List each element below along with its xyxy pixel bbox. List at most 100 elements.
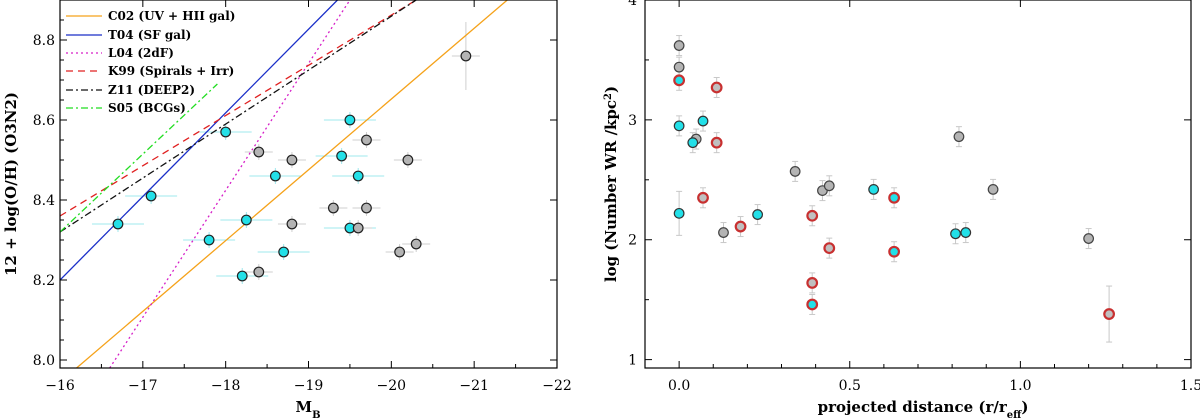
- right-y-tick-label: 1: [628, 353, 637, 369]
- right-data-points: [673, 40, 1115, 320]
- gray-point: [361, 202, 372, 214]
- right-x-tick-label: 0.0: [668, 378, 690, 394]
- right-x-axis-label: projected distance (r/reff): [818, 398, 1029, 420]
- gray-point: [823, 180, 835, 192]
- cyan-point: [673, 120, 685, 132]
- cyan-red-point: [806, 298, 819, 311]
- legend-entry-s05: S05 (BCGs): [66, 101, 186, 115]
- left-relation-lines: [60, 0, 508, 368]
- right-x-tick-label: 1.0: [1009, 378, 1031, 394]
- gray-point: [286, 218, 298, 230]
- cyan-red-point: [888, 191, 901, 204]
- right-x-tick-label: 1.5: [1180, 378, 1200, 394]
- gray-point: [718, 227, 729, 238]
- cyan-point: [950, 228, 961, 240]
- cyan-point: [960, 227, 972, 238]
- right-plot-area: [673, 35, 1115, 343]
- cyan-point: [352, 170, 364, 182]
- relation-line: [76, 0, 508, 368]
- legend-label-z11: Z11 (DEEP2): [108, 83, 195, 97]
- cyan-point: [673, 207, 685, 219]
- legend-label-s05: S05 (BCGs): [108, 101, 186, 115]
- cyan-point: [336, 150, 348, 162]
- cyan-point: [236, 270, 248, 282]
- gray-point: [460, 50, 472, 62]
- relation-line: [60, 0, 417, 233]
- legend-label-t04: T04 (SF gal): [108, 28, 191, 42]
- relation-line: [60, 0, 417, 217]
- gray-point: [352, 222, 364, 234]
- cyan-point: [687, 137, 699, 149]
- left-x-tick-label: −22: [542, 378, 572, 394]
- legend-label-l04: L04 (2dF): [108, 46, 174, 60]
- gray-point: [789, 166, 801, 177]
- legend-entry-c02: C02 (UV + HII gal): [66, 9, 235, 23]
- red-point: [710, 136, 723, 149]
- gray-point: [410, 238, 422, 250]
- cyan-red-point: [888, 245, 901, 258]
- cyan-point: [220, 126, 232, 138]
- cyan-red-point: [673, 74, 686, 87]
- cyan-point: [269, 170, 281, 182]
- cyan-point: [868, 183, 880, 195]
- legend-entry-t04: T04 (SF gal): [66, 28, 191, 42]
- gray-point: [361, 134, 372, 146]
- gray-point: [394, 246, 406, 258]
- left-y-tick-label: 8.4: [33, 193, 55, 209]
- left-y-tick-label: 8.8: [33, 33, 55, 49]
- left-x-tick-label: −19: [294, 378, 324, 394]
- left-error-bars: [91, 22, 480, 284]
- red-point: [806, 209, 819, 222]
- left-y-tick-label: 8.2: [33, 273, 55, 289]
- gray-point: [953, 131, 965, 143]
- red-point: [806, 276, 819, 289]
- cyan-point: [112, 218, 124, 230]
- right-y-tick-label: 3: [628, 113, 637, 129]
- gray-point: [673, 61, 685, 73]
- right-x-tick-label: 0.5: [839, 378, 861, 394]
- cyan-point: [240, 214, 252, 226]
- right-y-tick-label: 4: [628, 0, 637, 9]
- legend-label-c02: C02 (UV + HII gal): [108, 9, 235, 23]
- cyan-point: [145, 190, 157, 202]
- relation-line: [109, 0, 351, 368]
- cyan-point: [344, 114, 356, 126]
- left-x-tick-label: −16: [45, 378, 75, 394]
- cyan-point: [697, 115, 709, 127]
- cyan-point: [278, 246, 290, 258]
- left-y-axis-label: 12 + log(O/H) (O3N2): [2, 92, 20, 276]
- legend-entry-z11: Z11 (DEEP2): [66, 83, 195, 97]
- cyan-point: [752, 209, 764, 220]
- left-x-tick-label: −21: [459, 378, 489, 394]
- legend-entry-l04: L04 (2dF): [66, 46, 174, 60]
- right-y-axis-label: log (Number WR /kpc2): [602, 86, 620, 282]
- red-point: [710, 81, 723, 94]
- red-point: [1103, 308, 1115, 320]
- gray-point: [1083, 233, 1095, 244]
- relation-line: [60, 0, 338, 281]
- red-point: [734, 220, 747, 233]
- left-plot-area: [60, 0, 508, 368]
- gray-point: [673, 40, 685, 51]
- legend: C02 (UV + HII gal) T04 (SF gal) L04 (2dF…: [66, 9, 235, 115]
- left-y-tick-label: 8.6: [33, 113, 55, 129]
- gray-point: [327, 202, 339, 214]
- right-error-bars: [676, 35, 1113, 343]
- gray-point: [286, 154, 298, 166]
- gray-point: [253, 146, 265, 158]
- gray-point: [253, 266, 265, 278]
- left-x-axis-label: MB: [295, 398, 320, 420]
- cyan-point: [203, 234, 215, 246]
- left-x-tick-label: −18: [211, 378, 241, 394]
- left-data-points: [112, 50, 472, 282]
- left-ticks: −16 −17 −18 −19 −20 −21 −22 8.0 8.2 8.4 8.6 8.8: [33, 0, 572, 394]
- legend-label-k99: K99 (Spirals + Irr): [108, 64, 234, 78]
- right-y-tick-label: 2: [628, 233, 637, 249]
- red-point: [697, 191, 709, 204]
- gray-point: [987, 183, 999, 195]
- relation-line: [60, 83, 218, 233]
- right-chart: 0.0 0.5 1.0 1.5 1 2 3 4 projected distance (r/r…: [602, 0, 1200, 420]
- left-x-tick-label: −20: [377, 378, 407, 394]
- left-x-tick-label: −17: [128, 378, 158, 394]
